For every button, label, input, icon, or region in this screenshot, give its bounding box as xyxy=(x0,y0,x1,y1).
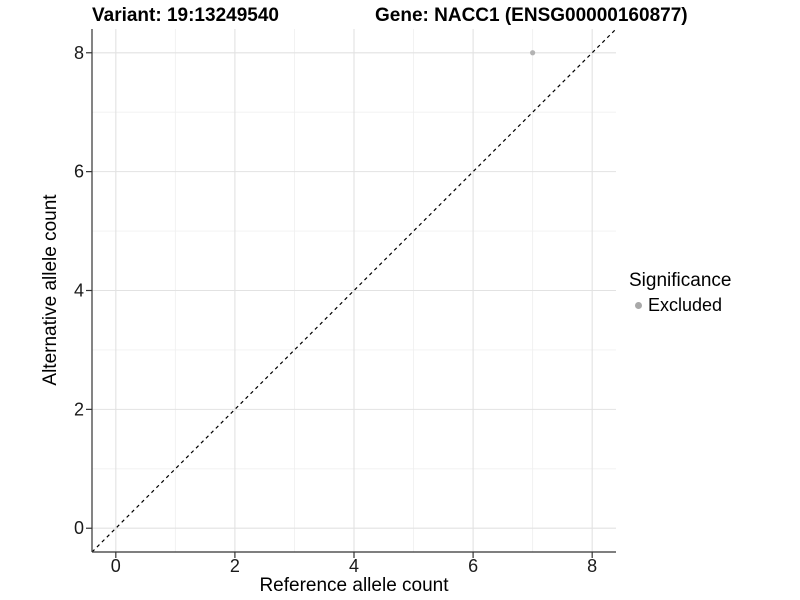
y-tick-label: 2 xyxy=(74,399,84,419)
x-axis-label: Reference allele count xyxy=(259,575,449,596)
gene-title: Gene: NACC1 (ENSG00000160877) xyxy=(375,5,688,26)
legend-item-label: Excluded xyxy=(648,295,723,315)
y-tick-label: 0 xyxy=(74,518,84,538)
x-tick-label: 2 xyxy=(230,556,240,576)
variant-title: Variant: 19:13249540 xyxy=(92,5,279,26)
identity-line xyxy=(91,28,617,553)
x-tick-label: 6 xyxy=(468,556,478,576)
y-axis-label: Alternative allele count xyxy=(40,194,61,386)
y-tick-label: 4 xyxy=(74,281,84,301)
legend: Significance Excluded xyxy=(629,271,731,316)
legend-key-dot-icon xyxy=(635,302,642,309)
x-tick-label: 0 xyxy=(111,556,121,576)
legend-title: Significance xyxy=(629,270,732,291)
y-tick-label: 6 xyxy=(74,162,84,182)
y-tick-label: 8 xyxy=(74,43,84,63)
legend-item-excluded: Excluded xyxy=(629,295,731,316)
data-point xyxy=(530,50,536,56)
x-tick-label: 4 xyxy=(349,556,359,576)
x-tick-label: 8 xyxy=(587,556,597,576)
